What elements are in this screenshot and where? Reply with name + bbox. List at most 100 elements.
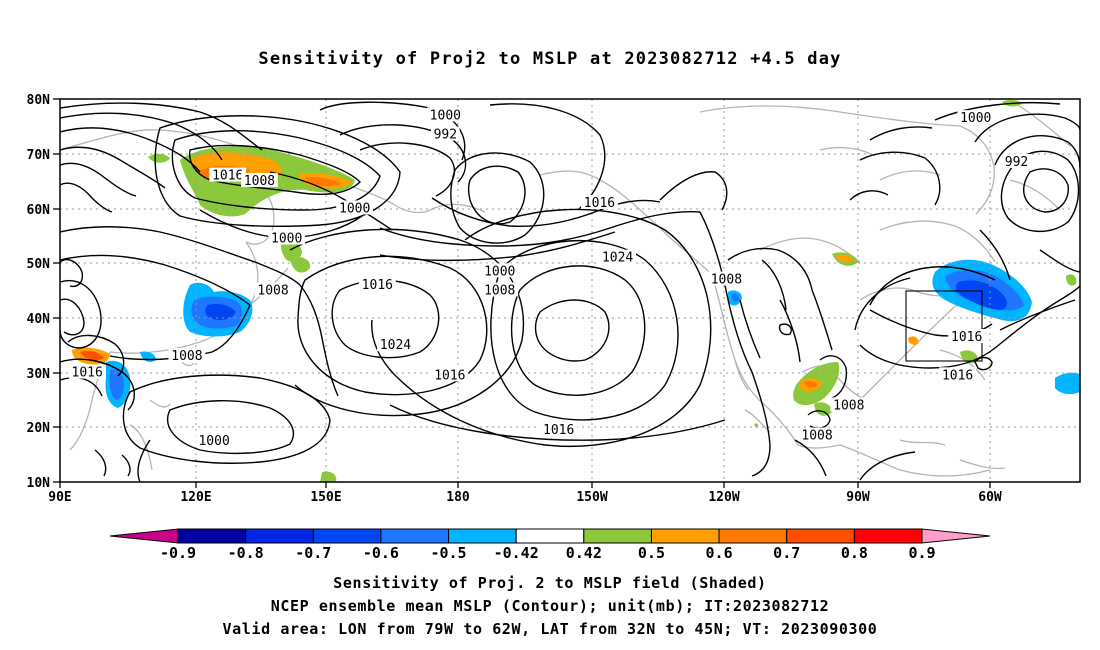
contour-label-bg xyxy=(581,194,618,209)
map-frame xyxy=(59,98,1081,483)
contour-label: 1016 xyxy=(434,368,465,383)
contour-label: 992 xyxy=(434,128,457,143)
colorbar-swatch xyxy=(380,528,450,544)
lon-label-120w: 120W xyxy=(708,490,739,505)
contour-label: 1016 xyxy=(584,196,615,211)
chart-title: Sensitivity of Proj2 to MSLP at 20230827… xyxy=(258,49,842,69)
colorbar-high-arrow xyxy=(921,528,991,544)
contour-label: 1016 xyxy=(951,330,982,345)
contour-label-bg xyxy=(957,110,995,125)
colorbar-swatch xyxy=(448,528,517,544)
contour-label-bg xyxy=(540,422,578,437)
colorbar-swatch xyxy=(177,528,247,544)
contour-label-bg xyxy=(209,167,247,182)
caption-line-3: Valid area: LON from 79W to 62W, LAT fro… xyxy=(222,620,878,638)
contour-label: 1000 xyxy=(430,108,461,123)
lat-label-60n: 60N xyxy=(27,203,51,218)
colorbar-label: -0.7 xyxy=(295,544,331,562)
contour-label-bg xyxy=(268,230,306,245)
contour-label: 1000 xyxy=(198,434,229,449)
colorbar-label: -0.6 xyxy=(363,544,399,562)
colorbar-swatch xyxy=(786,528,855,544)
lat-label-10n: 10N xyxy=(27,476,51,491)
caption-line-2: NCEP ensemble mean MSLP (Contour); unit(… xyxy=(270,597,830,615)
contour-label: 1000 xyxy=(960,111,991,126)
contour-label-bg xyxy=(708,271,745,286)
contour-label: 1008 xyxy=(484,284,515,299)
contour-label-bg xyxy=(481,282,519,297)
lat-label-40n: 40N xyxy=(27,312,51,327)
contour-label: 1024 xyxy=(602,251,633,266)
colorbar-label: -0.8 xyxy=(228,544,264,562)
lon-label-180: 180 xyxy=(446,490,470,505)
contour-label: 1008 xyxy=(171,349,202,364)
contour-label: 1024 xyxy=(380,338,411,353)
lat-label-30n: 30N xyxy=(27,367,51,382)
lon-label-60w: 60W xyxy=(978,490,1002,505)
contour-label-bg xyxy=(254,282,292,297)
contour-label-bg xyxy=(358,277,396,292)
contour-label: 1016 xyxy=(942,368,973,383)
contour-label: 1000 xyxy=(484,264,515,279)
contour-label-bg xyxy=(939,367,976,382)
contour-label: 1016 xyxy=(362,278,393,293)
contour-label-bg xyxy=(431,367,469,382)
contour-label-bg xyxy=(336,200,374,215)
contour-label-bg xyxy=(599,249,636,264)
colorbar-label: -0.5 xyxy=(430,544,466,562)
contour-label: 1008 xyxy=(833,398,864,413)
contour-label-bg xyxy=(241,173,278,188)
colorbar-low-arrow xyxy=(109,528,179,544)
sensitivity-shading xyxy=(72,99,1080,482)
colorbar-label: 0.6 xyxy=(706,544,733,562)
contour-label-bg xyxy=(426,107,464,122)
lat-label-80n: 80N xyxy=(27,93,51,108)
lon-label-150w: 150W xyxy=(576,490,607,505)
contour-label: 992 xyxy=(1005,155,1028,170)
lat-label-70n: 70N xyxy=(27,148,51,163)
colorbar-label: 0.42 xyxy=(566,544,602,562)
contour-label-bg xyxy=(481,263,519,278)
contour-label: 1008 xyxy=(244,174,275,189)
contour-label-bg xyxy=(195,432,233,447)
contour-label-bg xyxy=(168,348,206,363)
contour-label: 1008 xyxy=(711,273,742,288)
contour-label-bg xyxy=(431,126,460,141)
colorbar-swatch xyxy=(718,528,788,544)
colorbar-swatch xyxy=(583,528,652,544)
contour-label: 1008 xyxy=(801,428,832,443)
contour-label: 1016 xyxy=(72,366,103,381)
contour-label-bg xyxy=(68,364,106,379)
contour-label: 1000 xyxy=(271,232,302,247)
colorbar-swatch xyxy=(245,528,314,544)
colorbar-swatch xyxy=(312,528,382,544)
colorbar-label: -0.42 xyxy=(494,544,539,562)
contour-label-bg xyxy=(948,329,986,344)
contour-label-bg xyxy=(377,337,414,352)
colorbar-label: 0.9 xyxy=(908,544,935,562)
lon-label-150e: 150E xyxy=(310,490,341,505)
caption-line-1: Sensitivity of Proj. 2 to MSLP field (Sh… xyxy=(333,574,767,592)
colorbar-swatch xyxy=(650,528,720,544)
contour-label-bg xyxy=(830,397,868,412)
mslp-contours xyxy=(60,101,1080,482)
contour-label: 1000 xyxy=(339,201,370,216)
contour-label: 1008 xyxy=(257,284,288,299)
lat-label-50n: 50N xyxy=(27,257,51,272)
colorbar-label: 0.5 xyxy=(638,544,665,562)
lon-label-90e: 90E xyxy=(48,490,71,505)
contour-label: 1016 xyxy=(543,423,574,438)
lat-label-20n: 20N xyxy=(27,421,51,436)
colorbar-swatch xyxy=(853,528,923,544)
axis-ticks xyxy=(53,98,991,488)
contour-label-bg xyxy=(1002,153,1031,168)
contour-label-bg xyxy=(798,427,836,442)
lon-label-90w: 90W xyxy=(846,490,870,505)
colorbar-label: 0.7 xyxy=(773,544,800,562)
colorbar-label: -0.9 xyxy=(160,544,196,562)
colorbar-swatch xyxy=(515,528,585,544)
colorbar: -0.9 -0.8 -0.7 -0.6 -0.5 -0.42 0.42 0.5 0.6 0.7 0.… xyxy=(109,528,991,562)
contour-label: 1016 xyxy=(212,169,243,184)
